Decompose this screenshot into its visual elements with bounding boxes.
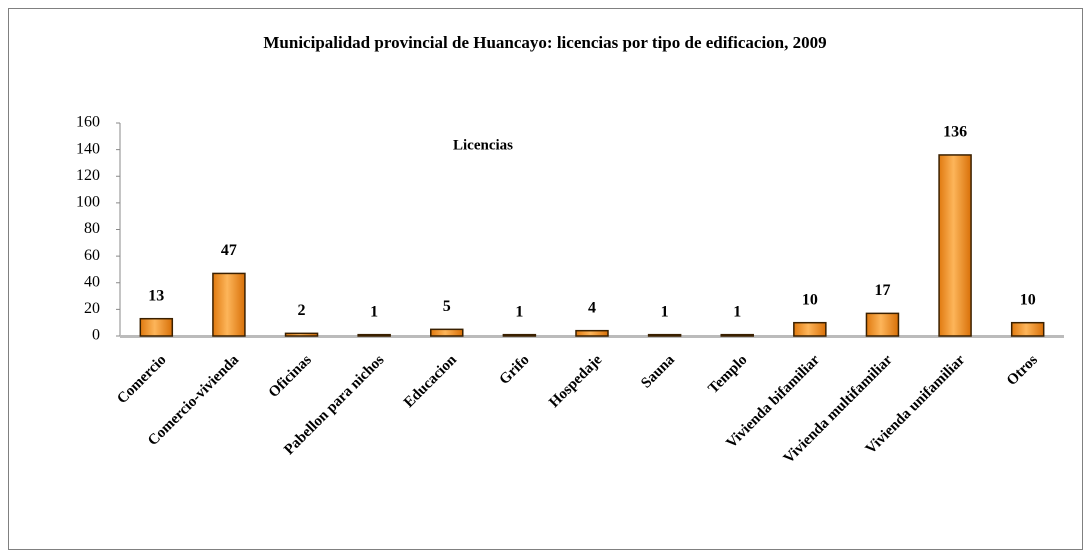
bar (357, 333, 391, 337)
data-label: 1 (733, 303, 741, 320)
y-tick-label: 140 (76, 140, 100, 157)
series-label: Licencias (453, 137, 513, 153)
bar (647, 333, 682, 337)
data-label: 5 (443, 298, 451, 315)
chart-border (8, 8, 1083, 550)
bar (865, 312, 900, 337)
data-label: 17 (874, 282, 890, 299)
bar (430, 328, 464, 337)
bar (575, 329, 609, 337)
bar (284, 332, 319, 337)
data-label: 136 (943, 124, 967, 141)
data-label: 1 (515, 303, 523, 320)
bar (1010, 321, 1045, 337)
data-label: 2 (298, 302, 306, 319)
y-tick-label: 120 (76, 167, 100, 184)
bar (139, 317, 174, 337)
bar (502, 333, 537, 337)
data-label: 4 (588, 299, 596, 316)
y-tick-label: 0 (92, 327, 100, 344)
y-tick-label: 40 (84, 273, 100, 290)
y-tick-label: 60 (84, 247, 100, 264)
data-label: 1 (370, 303, 378, 320)
data-label: 10 (802, 291, 818, 308)
bar (938, 154, 972, 337)
data-label: 10 (1020, 291, 1036, 308)
data-label: 1 (661, 303, 669, 320)
chart-title: Municipalidad provincial de Huancayo: li… (263, 33, 826, 52)
data-label: 13 (148, 287, 164, 304)
bar (212, 272, 246, 337)
data-label: 47 (221, 242, 237, 259)
y-tick-label: 80 (84, 220, 100, 237)
bar (793, 321, 827, 337)
y-tick-label: 160 (76, 114, 100, 131)
bar (720, 333, 754, 337)
y-tick-label: 100 (76, 194, 100, 211)
y-tick-label: 20 (84, 300, 100, 317)
